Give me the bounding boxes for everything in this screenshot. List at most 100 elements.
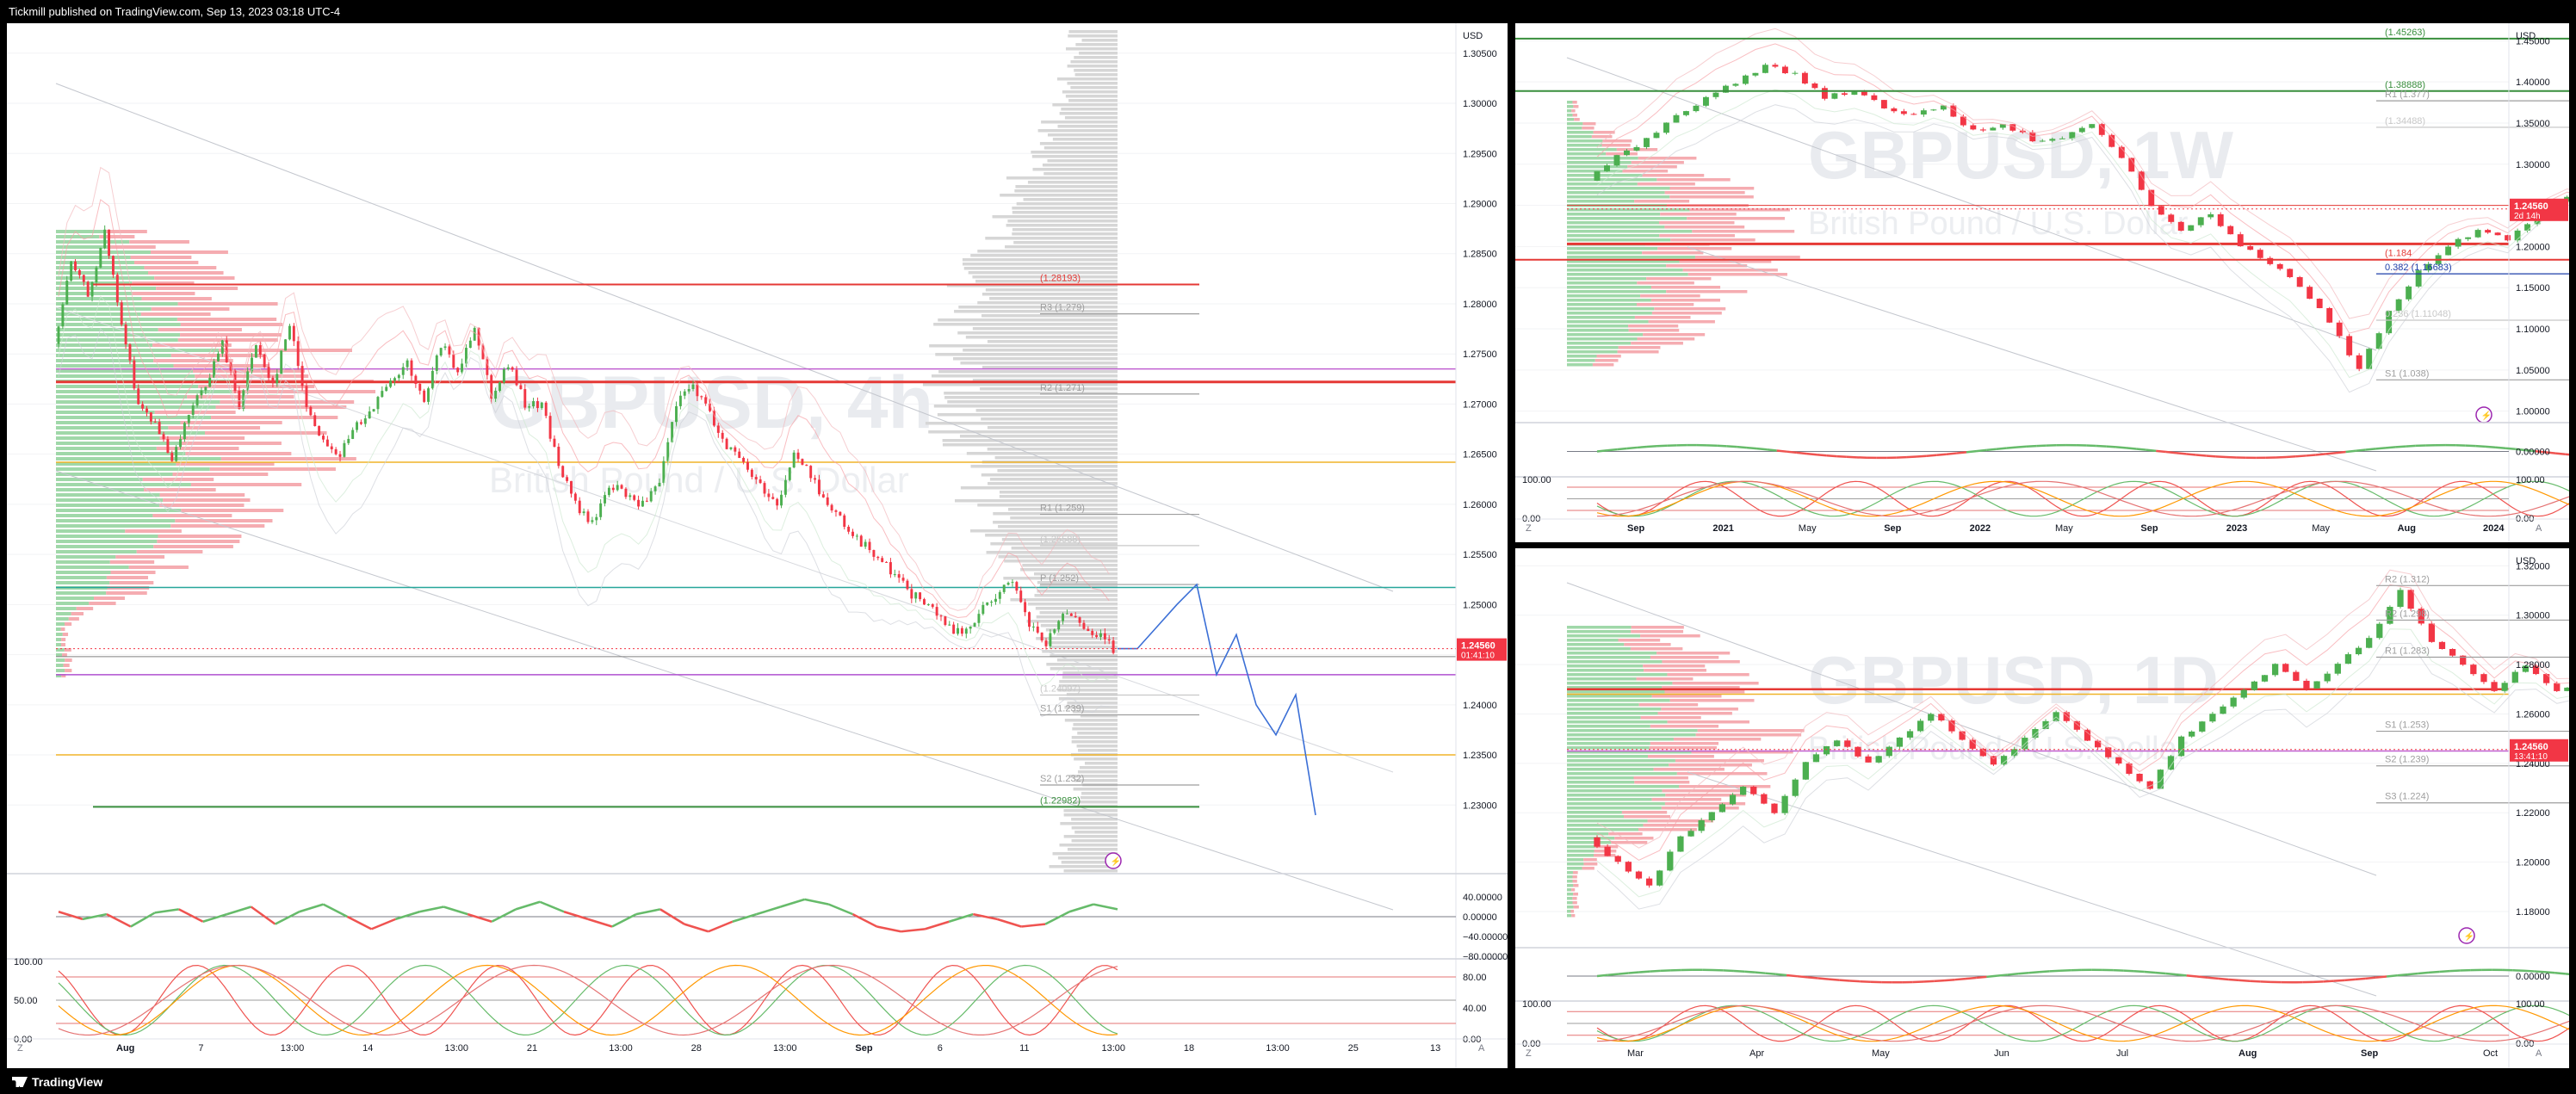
volume-bar-up <box>56 338 178 342</box>
volume-bar-down <box>1647 819 1714 823</box>
candle-body <box>2136 773 2143 782</box>
volume-bar-up <box>56 473 173 476</box>
oscillator-segment <box>1786 450 1798 454</box>
volume-bar <box>960 362 1118 365</box>
candle-body <box>57 326 60 344</box>
oscillator-segment <box>1638 970 1650 973</box>
oscillator-segment <box>1923 980 1935 983</box>
candle-body <box>468 340 472 349</box>
time-tick: 28 <box>691 1043 702 1054</box>
volume-bar <box>1041 121 1118 124</box>
oscillator-segment <box>1650 969 1661 973</box>
volume-profile-right <box>922 30 1118 873</box>
candle-body <box>780 494 783 506</box>
volume-bar-down <box>1644 669 1706 672</box>
oscillator-segment <box>2156 449 2167 454</box>
tradingview-logo[interactable]: TradingView <box>12 1075 102 1089</box>
volume-bar <box>989 478 1118 481</box>
volume-bar-up <box>1567 905 1574 909</box>
volume-bar-down <box>1694 256 1800 259</box>
candle-body <box>1644 138 1650 147</box>
oscillator-segment <box>1807 976 1818 980</box>
candle-body <box>704 397 708 404</box>
candle-body <box>2376 623 2383 639</box>
volume-bar-down <box>1571 109 1576 113</box>
price-tick: 1.28500 <box>1463 250 1497 260</box>
candle-body <box>641 500 644 507</box>
candle-body <box>573 493 577 501</box>
event-icon[interactable] <box>2458 927 2475 944</box>
oscillator-segment <box>299 903 324 913</box>
candle-body <box>162 434 165 440</box>
volume-bar-up <box>1567 105 1574 108</box>
oscillator-segment <box>1796 451 1807 455</box>
chart-svg[interactable]: GBPUSD, 1D British Pound / U.S. Dollar R2 … <box>1515 548 2569 1068</box>
candle-body <box>629 495 632 498</box>
volume-bar <box>954 310 1118 313</box>
candle-body <box>1948 720 1955 732</box>
volume-bar-down <box>173 364 270 368</box>
volume-bar-up <box>56 617 69 621</box>
candle-body <box>2105 747 2112 757</box>
chart-panel-1w[interactable]: GBPUSD, 1W British Pound / U.S. Dollar (1.… <box>1515 23 2569 542</box>
volume-bar-up <box>56 607 77 610</box>
channel-line <box>1687 246 2377 472</box>
candle-body <box>1604 846 1611 856</box>
volume-bar-up <box>1567 772 1677 776</box>
candle-body <box>746 461 749 470</box>
stochastic-line <box>58 964 1118 1036</box>
candle-body <box>2485 230 2492 233</box>
candle-body <box>1950 105 1957 117</box>
volume-bar <box>987 426 1118 430</box>
candle-body <box>1594 837 1601 847</box>
candle-body <box>666 442 670 461</box>
candle-body <box>754 477 758 479</box>
price-tick: 1.35000 <box>2516 119 2550 129</box>
candle-body <box>1750 786 1757 794</box>
volume-bar-down <box>1669 699 1755 702</box>
candle-body <box>2084 729 2091 741</box>
volume-bar-down <box>1618 639 1661 642</box>
volume-bar-down <box>151 307 230 311</box>
volume-bar-down <box>1634 200 1690 203</box>
volume-bar <box>1036 637 1118 640</box>
volume-bar <box>1068 34 1118 38</box>
volume-bar-down <box>1608 832 1643 836</box>
volume-bar-up <box>56 467 210 471</box>
candle-body <box>1019 590 1023 603</box>
candle-body <box>2564 687 2569 691</box>
volume-bar-up <box>56 596 94 600</box>
oscillator-segment <box>1733 969 1745 973</box>
volume-bar-up <box>56 312 141 316</box>
volume-bar-down <box>61 674 66 677</box>
volume-bar-down <box>64 622 72 626</box>
envelope-line <box>58 166 1110 611</box>
chart-panel-4h[interactable]: GBPUSD, 4h British Pound / U.S. Dollar (1.… <box>7 23 1508 1068</box>
candle-body <box>1970 125 1977 130</box>
volume-bar-up <box>56 664 64 667</box>
volume-bar-down <box>176 318 277 321</box>
volume-bar-up <box>56 529 126 533</box>
candle-body <box>2303 680 2310 689</box>
volume-bar-down <box>1648 320 1715 324</box>
oscillator-segment <box>2407 972 2418 976</box>
candle-body <box>133 360 136 389</box>
candle-body <box>910 589 913 599</box>
candle-body <box>204 386 207 391</box>
stochastic-line <box>1596 480 2569 517</box>
volume-bar <box>1040 624 1118 627</box>
volume-bar <box>980 387 1118 391</box>
event-icon[interactable] <box>1105 852 1122 869</box>
chart-panel-1d[interactable]: GBPUSD, 1D British Pound / U.S. Dollar R2 … <box>1515 548 2569 1068</box>
pivot-level-label: S1 (1.038) <box>2385 368 2429 379</box>
oscillator-segment <box>130 912 156 928</box>
volume-bar-up <box>56 323 181 326</box>
candle-body <box>115 275 119 303</box>
volume-bar-up <box>56 493 160 497</box>
candle-body <box>1044 640 1048 646</box>
volume-bar-up <box>1567 626 1632 629</box>
candle-body <box>1834 740 1841 746</box>
candle-body <box>443 346 447 349</box>
